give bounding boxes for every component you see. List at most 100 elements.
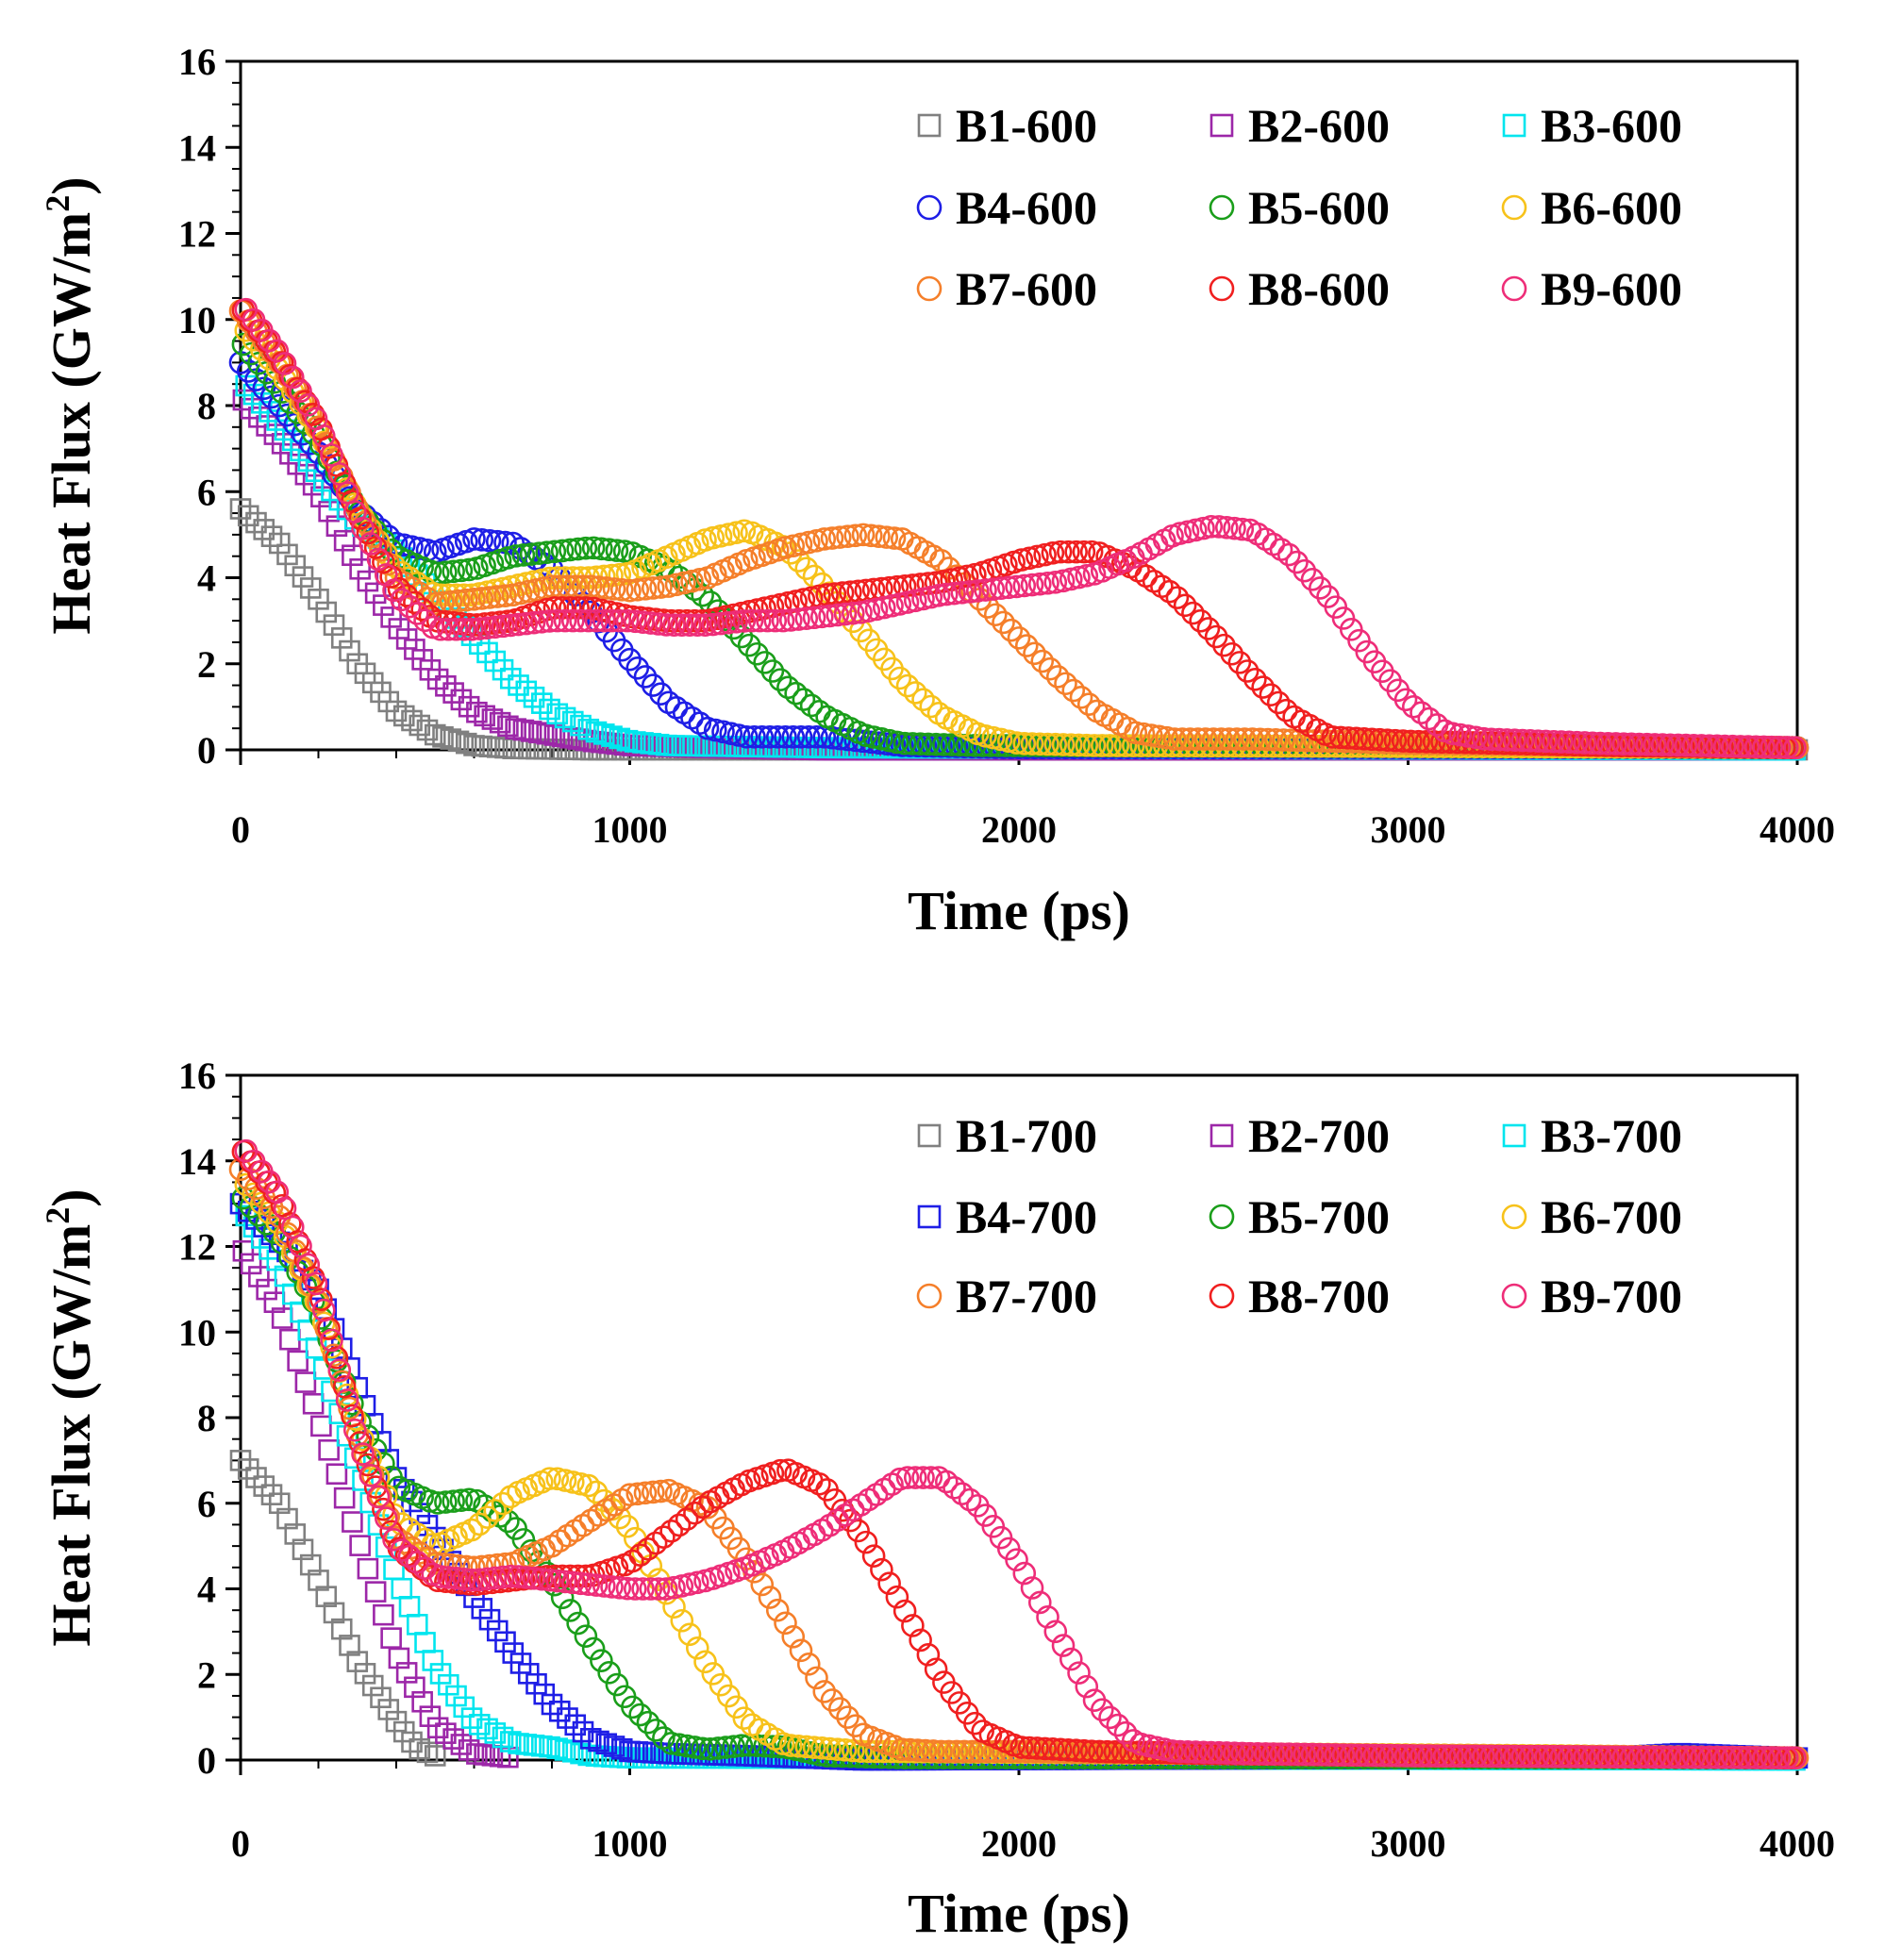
data-point <box>911 688 935 712</box>
y-tick-label: 12 <box>178 213 216 256</box>
data-point <box>1155 725 1179 750</box>
data-point <box>776 675 800 700</box>
y-tick-label: 12 <box>178 1226 216 1269</box>
legend-label: B4-600 <box>956 181 1097 234</box>
data-point <box>322 1343 346 1368</box>
data-point <box>756 608 779 633</box>
data-point <box>1275 698 1298 723</box>
y-tick-label: 16 <box>178 1055 216 1097</box>
data-point <box>1207 515 1231 539</box>
data-point <box>1393 1744 1418 1768</box>
data-point <box>1441 722 1464 746</box>
data-point <box>628 1703 652 1727</box>
data-point <box>1339 1743 1363 1767</box>
data-point <box>424 1745 446 1767</box>
y-tick-label: 4 <box>197 1569 216 1611</box>
data-point <box>1681 733 1706 757</box>
data-point <box>588 1730 609 1752</box>
data-point <box>1410 701 1433 724</box>
x-tick-label: 4000 <box>1760 808 1835 851</box>
data-point <box>462 588 486 611</box>
data-point <box>342 1511 363 1533</box>
plot-frame <box>239 1073 1799 1762</box>
data-point <box>734 725 759 749</box>
data-point <box>459 617 484 641</box>
data-point <box>335 1388 359 1412</box>
data-point <box>784 1737 808 1762</box>
data-point <box>1069 686 1093 709</box>
data-point <box>459 1518 484 1542</box>
data-point <box>996 729 1021 754</box>
data-point <box>1014 1739 1039 1764</box>
data-point <box>1189 608 1212 633</box>
data-point <box>1549 730 1574 754</box>
data-point <box>765 1598 790 1622</box>
data-point <box>618 1483 642 1506</box>
data-point <box>553 1570 577 1594</box>
data-point <box>716 610 741 635</box>
data-point <box>357 1557 379 1580</box>
data-point <box>901 1614 925 1637</box>
data-point <box>826 603 850 627</box>
data-point <box>486 1619 509 1642</box>
data-point <box>615 1576 640 1601</box>
x-tick-label: 2000 <box>981 808 1057 851</box>
legend-item: B5-700 <box>1209 1190 1390 1243</box>
data-point <box>1503 1744 1526 1769</box>
data-point <box>843 1714 868 1737</box>
data-point <box>802 1736 826 1759</box>
data-point <box>584 1573 609 1597</box>
x-tick-label: 0 <box>231 808 250 851</box>
data-point <box>394 584 419 607</box>
data-point <box>435 674 457 697</box>
data-point <box>1494 728 1519 752</box>
data-point <box>1321 725 1345 749</box>
data-point <box>561 710 584 733</box>
data-point <box>841 601 865 625</box>
data-point <box>1401 694 1426 719</box>
data-point <box>820 526 844 550</box>
data-point <box>768 1458 792 1483</box>
data-point <box>758 725 782 749</box>
data-point <box>778 1734 803 1757</box>
data-point <box>709 611 733 636</box>
data-point <box>836 524 859 549</box>
data-point <box>1721 734 1744 758</box>
data-point <box>1573 731 1597 755</box>
data-point <box>667 1733 692 1756</box>
data-point <box>323 1602 345 1624</box>
data-point <box>1344 726 1368 751</box>
data-point <box>664 573 689 597</box>
data-point <box>280 365 305 390</box>
data-point <box>494 1631 516 1653</box>
data-point <box>320 1328 343 1353</box>
data-point <box>237 505 259 527</box>
data-point <box>416 1741 439 1764</box>
data-point <box>485 585 509 608</box>
legend-item: B6-600 <box>1501 181 1682 234</box>
data-point <box>491 614 515 639</box>
data-point <box>675 1507 699 1531</box>
data-point <box>1463 1744 1488 1769</box>
legend-marker <box>1501 1283 1527 1309</box>
data-point <box>339 639 360 662</box>
data-point <box>299 1553 322 1576</box>
data-point <box>670 1608 694 1633</box>
data-point <box>363 536 388 559</box>
data-point <box>672 571 696 595</box>
data-point <box>729 1734 754 1758</box>
data-point <box>1059 1647 1083 1671</box>
data-point <box>729 624 754 649</box>
data-point <box>742 725 766 749</box>
data-point <box>557 1707 578 1729</box>
data-point <box>449 1571 474 1595</box>
data-point <box>636 1710 660 1735</box>
data-point <box>983 603 1008 627</box>
data-point <box>1666 1745 1691 1769</box>
data-point <box>569 1571 592 1596</box>
chart-panel-2: 0 2 4 6 8 10 12 14 16 0 1000 2000 3000 4000 Time (ps) H… <box>39 1055 1835 1944</box>
data-point <box>1783 736 1807 759</box>
data-point <box>546 703 569 725</box>
data-point <box>330 1618 353 1640</box>
chart-panel-1: 0 2 4 6 8 10 12 14 16 0 1000 2000 3000 4000 Time (ps) H… <box>39 41 1835 941</box>
